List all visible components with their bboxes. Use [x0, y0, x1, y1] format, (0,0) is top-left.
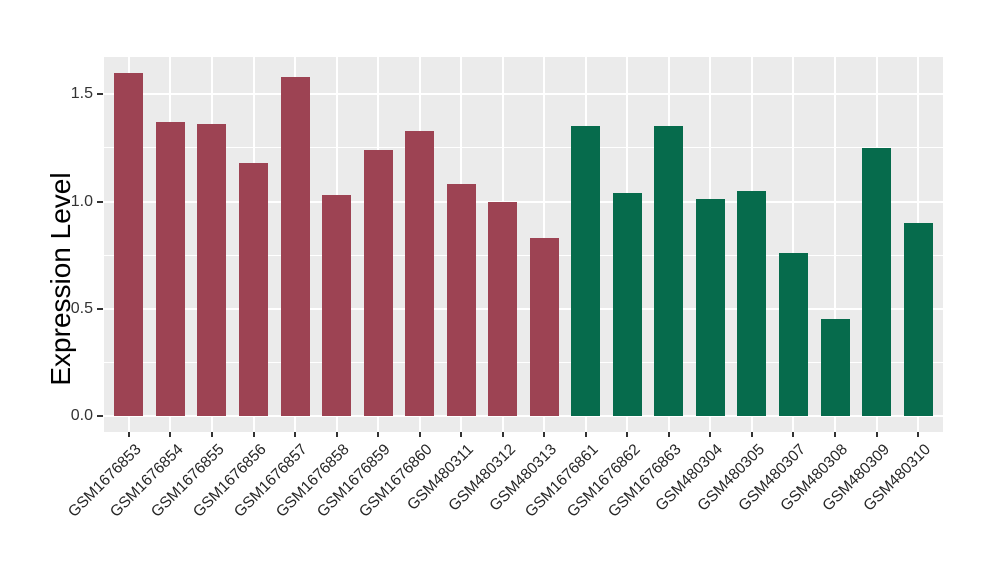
x-tick-mark: [377, 432, 380, 437]
bar-GSM480310: [903, 222, 933, 416]
bar-GSM480305: [737, 190, 767, 416]
x-tick-mark: [875, 432, 878, 437]
x-tick-mark: [792, 432, 795, 437]
bar-GSM1676857: [280, 77, 310, 416]
bar-GSM1676853: [114, 72, 144, 416]
gridline-minor: [104, 147, 943, 149]
y-tick-label: 1.5: [70, 85, 93, 103]
bar-GSM1676855: [197, 124, 227, 416]
bar-GSM480308: [820, 319, 850, 416]
x-tick-mark: [543, 432, 546, 437]
gridline-major: [104, 93, 943, 96]
x-tick-mark: [460, 432, 463, 437]
x-tick-mark: [834, 432, 836, 437]
bar-GSM480311: [446, 184, 476, 416]
x-tick-mark: [127, 432, 130, 437]
x-tick-mark: [294, 432, 297, 437]
bar-GSM480312: [488, 201, 518, 416]
bar-GSM480307: [778, 252, 808, 416]
y-tick-label: 0.5: [70, 299, 93, 317]
bar-GSM1676862: [612, 192, 642, 416]
bar-GSM1676863: [654, 126, 684, 416]
x-tick-mark: [169, 432, 172, 437]
y-tick-label: 0.0: [70, 407, 93, 424]
bar-GSM1676861: [571, 126, 601, 416]
x-tick-mark: [335, 432, 338, 437]
x-tick-mark: [584, 432, 587, 437]
x-tick-mark: [709, 432, 712, 437]
y-tick-label: 1.0: [70, 192, 93, 210]
bar-GSM480309: [862, 147, 892, 416]
gridline-major: [104, 200, 943, 203]
y-tick-mark: [97, 307, 103, 310]
bar-GSM1676856: [239, 162, 269, 416]
bar-GSM480313: [529, 237, 559, 416]
x-tick-mark: [750, 432, 753, 437]
x-tick-mark: [667, 432, 670, 437]
plot-panel: [104, 57, 943, 432]
y-tick-mark: [97, 200, 103, 203]
bar-GSM1676858: [322, 195, 352, 416]
x-tick-mark: [501, 432, 504, 437]
gridline-major: [104, 415, 943, 417]
bar-GSM1676859: [363, 150, 393, 416]
bar-GSM1676854: [155, 122, 185, 416]
x-tick-mark: [626, 432, 629, 437]
gridline-major: [104, 307, 943, 310]
gridline-vertical: [792, 57, 795, 432]
bar-GSM480304: [695, 199, 725, 416]
x-tick-mark: [418, 432, 421, 437]
x-tick-mark: [252, 432, 255, 437]
x-tick-mark: [917, 432, 920, 437]
y-tick-mark: [97, 415, 103, 417]
gridline-minor: [104, 361, 943, 363]
gridline-vertical: [834, 57, 836, 432]
x-tick-mark: [210, 432, 213, 437]
gridline-minor: [104, 254, 943, 256]
y-tick-mark: [97, 93, 103, 96]
bar-GSM1676860: [405, 130, 435, 416]
